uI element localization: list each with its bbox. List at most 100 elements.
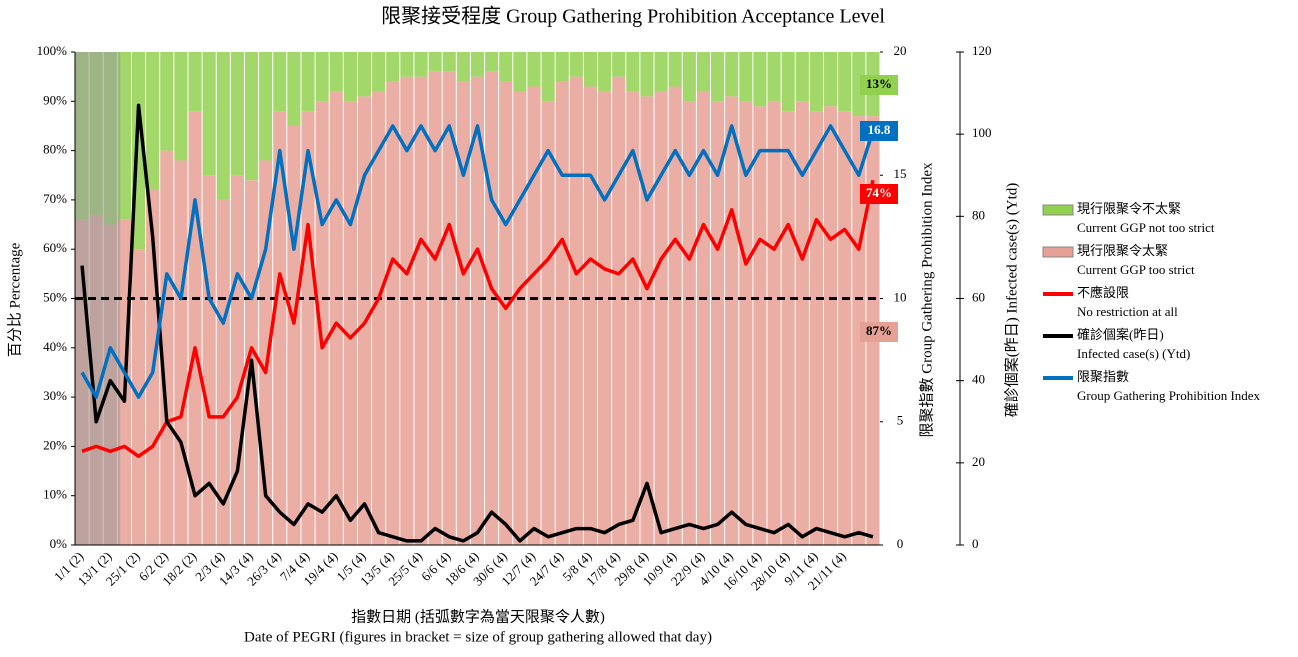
bar bbox=[343, 101, 357, 546]
bar bbox=[668, 52, 682, 87]
y-tick-label: 0% bbox=[50, 536, 68, 551]
value-label: 87% bbox=[866, 323, 892, 338]
bar bbox=[739, 52, 753, 102]
line-series bbox=[81, 179, 875, 459]
bar bbox=[626, 91, 640, 545]
bar bbox=[287, 52, 301, 126]
bar bbox=[781, 111, 795, 545]
bar bbox=[456, 81, 470, 545]
bar bbox=[230, 175, 244, 545]
bar bbox=[555, 81, 569, 545]
bar bbox=[569, 52, 583, 77]
y2-tick-label: 10 bbox=[894, 289, 907, 304]
legend-label: Current GGP too strict bbox=[1077, 262, 1195, 277]
bar bbox=[598, 52, 612, 92]
x-axis-title: Date of PEGRI (figures in bracket = size… bbox=[244, 629, 712, 645]
bar bbox=[216, 199, 230, 545]
bar bbox=[499, 81, 513, 545]
legend-label: 現行限聚令太緊 bbox=[1077, 243, 1168, 258]
bar bbox=[146, 52, 160, 191]
bar bbox=[541, 52, 555, 102]
bar bbox=[612, 76, 626, 546]
bar bbox=[386, 81, 400, 545]
legend-label: 確診個案(昨日) bbox=[1077, 327, 1164, 342]
y3-tick-label: 0 bbox=[972, 536, 979, 551]
bar bbox=[470, 76, 485, 546]
value-label-box bbox=[860, 184, 898, 204]
bar bbox=[301, 111, 315, 545]
bar bbox=[527, 86, 541, 545]
value-label: 13% bbox=[866, 76, 892, 91]
bar bbox=[781, 52, 795, 112]
bar bbox=[541, 101, 555, 546]
bar bbox=[527, 52, 541, 87]
y-tick-label: 60% bbox=[43, 240, 67, 255]
bar bbox=[668, 86, 682, 545]
bar bbox=[442, 52, 456, 72]
bar bbox=[824, 106, 838, 545]
bar bbox=[244, 52, 259, 181]
y3-tick-label: 40 bbox=[972, 372, 985, 387]
y2-tick-label: 15 bbox=[894, 166, 907, 181]
bar bbox=[428, 71, 442, 545]
bar bbox=[711, 52, 725, 102]
y2-tick-label: 0 bbox=[897, 536, 904, 551]
bar bbox=[117, 52, 131, 220]
bar bbox=[838, 52, 852, 112]
y3-tick-label: 120 bbox=[972, 43, 992, 58]
y2-axis-title: 限聚指數 Group Gathering Prohibition Index bbox=[918, 162, 935, 437]
y-tick-label: 80% bbox=[43, 142, 67, 157]
bar bbox=[160, 150, 174, 545]
bar bbox=[357, 52, 372, 97]
bar bbox=[174, 52, 188, 161]
y3-tick-label: 60 bbox=[972, 289, 985, 304]
y3-axis-title: 確診個案(昨日) Infected case(s) (Ytd) bbox=[1002, 183, 1020, 418]
bar bbox=[343, 52, 357, 102]
line-series bbox=[80, 103, 874, 543]
bar bbox=[315, 52, 329, 102]
bar bbox=[372, 52, 386, 92]
bar bbox=[386, 52, 400, 82]
bar bbox=[230, 52, 244, 176]
legend-label: 不應設限 bbox=[1077, 285, 1129, 300]
bar bbox=[739, 101, 753, 546]
bar bbox=[499, 52, 513, 82]
value-label-box bbox=[860, 322, 898, 342]
value-label-box bbox=[860, 75, 898, 95]
y-axis-title: 百分比 Percentage bbox=[6, 242, 23, 357]
bar bbox=[372, 91, 386, 545]
y-tick-label: 50% bbox=[43, 289, 67, 304]
bar bbox=[583, 52, 598, 87]
bar bbox=[612, 52, 626, 77]
bar bbox=[654, 91, 668, 545]
bar bbox=[216, 52, 230, 200]
bar bbox=[555, 52, 569, 82]
y2-tick-label: 5 bbox=[897, 413, 904, 428]
y-tick-label: 10% bbox=[43, 487, 67, 502]
bar bbox=[824, 52, 838, 107]
legend-label: No restriction at all bbox=[1077, 304, 1178, 319]
bar bbox=[640, 52, 654, 97]
bar bbox=[852, 52, 866, 117]
bar bbox=[583, 86, 598, 545]
bar bbox=[795, 52, 809, 102]
bar bbox=[598, 91, 612, 545]
legend-label: 限聚指數 bbox=[1077, 369, 1129, 384]
bar bbox=[767, 101, 781, 546]
bar bbox=[301, 52, 315, 112]
x-axis-title: 指數日期 (括弧數字為當天限聚令人數) bbox=[351, 608, 605, 625]
legend-swatch bbox=[1042, 204, 1074, 216]
bar bbox=[809, 52, 824, 112]
bar bbox=[838, 111, 852, 545]
bar bbox=[442, 71, 456, 545]
legend-label: Group Gathering Prohibition Index bbox=[1077, 388, 1261, 403]
bar bbox=[174, 160, 188, 545]
y3-tick-label: 100 bbox=[972, 125, 992, 140]
bar bbox=[513, 91, 527, 545]
y-tick-label: 30% bbox=[43, 388, 67, 403]
y3-tick-label: 80 bbox=[972, 207, 985, 222]
bar bbox=[400, 52, 414, 77]
bar bbox=[202, 52, 216, 176]
value-label: 74% bbox=[866, 185, 892, 200]
